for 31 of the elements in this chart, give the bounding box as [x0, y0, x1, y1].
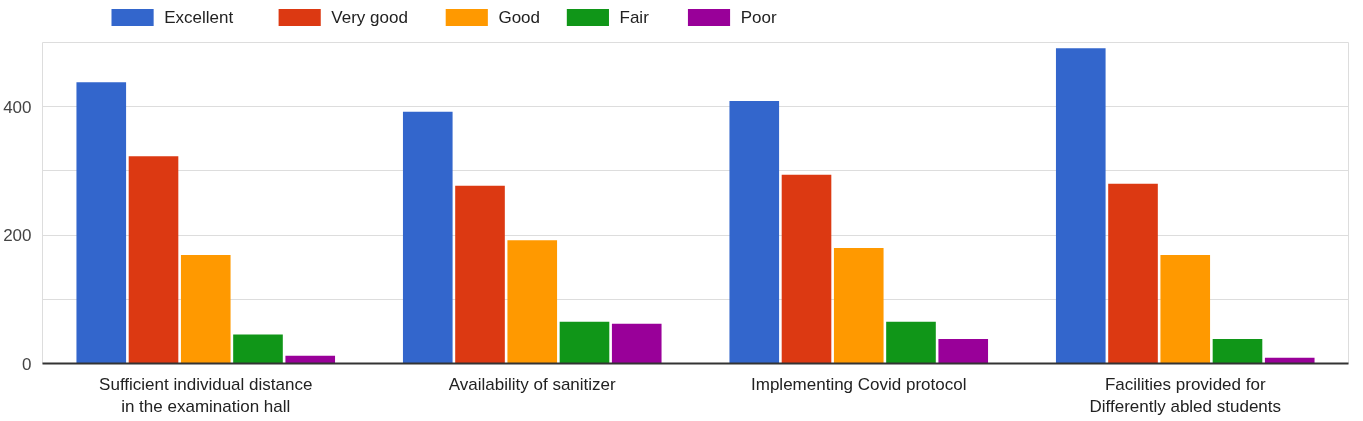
bar [233, 334, 283, 364]
legend-label: Good [498, 8, 540, 27]
bar [285, 355, 336, 364]
bar [1055, 48, 1106, 364]
legend-label: Excellent [164, 8, 234, 27]
bar [781, 174, 832, 364]
legend-label: Fair [619, 8, 650, 27]
x-tick-label: Facilities provided for Differently abled students [1089, 374, 1282, 417]
bar [76, 82, 127, 364]
bar [180, 255, 231, 364]
bar [938, 339, 989, 364]
bar [611, 323, 662, 364]
legend-label: Poor [740, 8, 777, 27]
bar [1160, 255, 1211, 364]
bar [455, 185, 505, 364]
bar [1108, 183, 1158, 364]
bar [128, 156, 179, 364]
x-tick-label: Availability of sanitizer [448, 374, 617, 394]
y-tick-label: 400 [3, 97, 32, 117]
x-tick-label: Sufficient individual distance in the examination hall [99, 374, 313, 417]
bar [886, 321, 936, 364]
y-tick-label: 0 [22, 354, 32, 374]
legend-label: Very good [331, 8, 408, 27]
bar [1212, 339, 1263, 364]
bar [729, 100, 780, 364]
y-tick-label: 200 [3, 226, 32, 246]
bar [833, 247, 884, 364]
bar [507, 240, 558, 364]
bar [559, 321, 610, 364]
x-tick-label: Implementing Covid protocol [751, 374, 967, 394]
bar [402, 111, 453, 364]
